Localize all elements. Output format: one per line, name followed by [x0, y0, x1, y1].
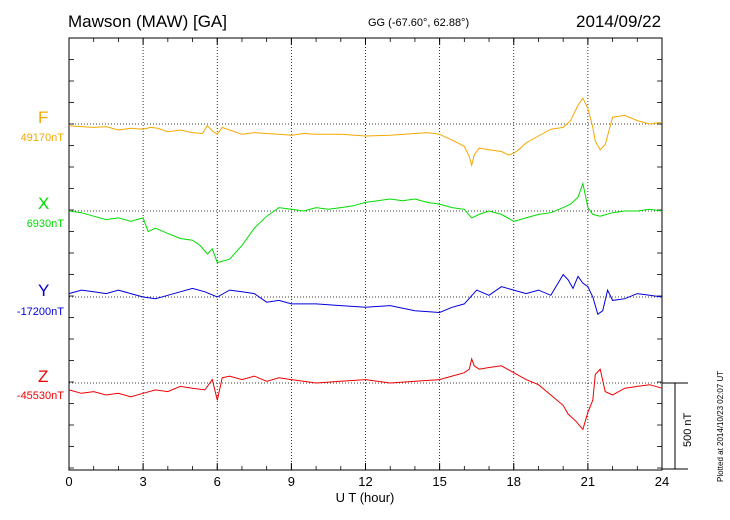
- series-line-f: [68, 97, 663, 168]
- series-line-x: [68, 181, 663, 264]
- series-line-z: [68, 357, 663, 431]
- x-axis-label: U T (hour): [335, 490, 395, 505]
- channel-label-z: Z: [38, 367, 49, 386]
- series-line-y: [68, 273, 663, 316]
- channel-baseline-y: -17200nT: [16, 306, 64, 318]
- channel-label-f: F: [38, 108, 49, 127]
- scale-bar-label: 500 nT: [682, 412, 694, 447]
- channel-baseline-x: 6930nT: [26, 218, 64, 230]
- x-tick-label: 18: [506, 474, 521, 489]
- station-coordinates: GG (-67.60°, 62.88°): [368, 17, 470, 29]
- channel-label-x: X: [38, 194, 50, 213]
- x-tick-label: 21: [580, 474, 596, 489]
- x-tick-label: 12: [358, 474, 373, 489]
- channel-label-y: Y: [38, 281, 50, 300]
- x-tick-label: 0: [65, 474, 73, 489]
- x-tick-label: 9: [287, 474, 295, 489]
- channel-baseline-f: 49170nT: [20, 132, 64, 144]
- x-tick-label: 3: [139, 474, 147, 489]
- plot-date: 2014/09/22: [576, 12, 662, 31]
- channel-baseline-z: -45530nT: [16, 390, 64, 402]
- x-tick-label: 24: [654, 474, 670, 489]
- x-tick-label: 15: [432, 474, 447, 489]
- station-title: Mawson (MAW) [GA]: [68, 12, 227, 31]
- plotted-timestamp: Plotted at 2014/10/23 02:07 UT: [716, 370, 725, 482]
- x-tick-label: 6: [213, 474, 221, 489]
